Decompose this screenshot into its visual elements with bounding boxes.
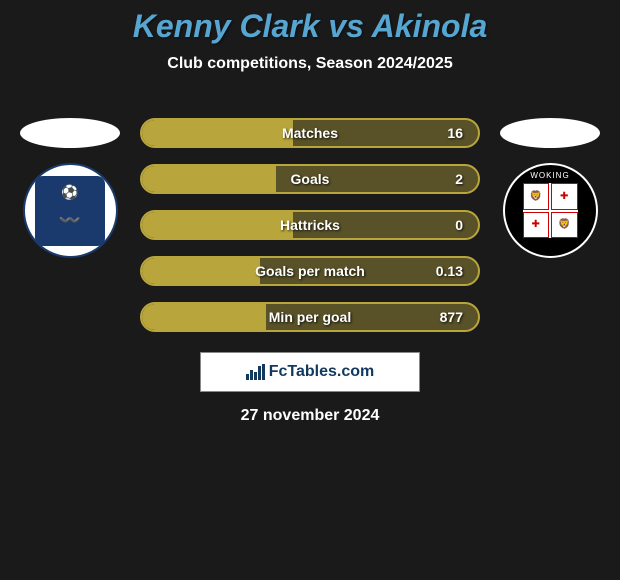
club-badge-right-inner: 🦁 ✚ ✚ 🦁 [523,183,578,238]
stat-bar-fill [142,120,293,146]
stat-bar-goals: Goals 2 [140,164,480,194]
stat-label: Min per goal [269,309,351,325]
stat-value: 0.13 [436,263,463,279]
stat-bar-fill [142,212,293,238]
stats-column: Matches 16 Goals 2 Hattricks 0 Goals per… [140,118,480,332]
player-left-column [10,118,130,258]
footer-logo[interactable]: FcTables.com [200,352,420,392]
footer-logo-text: FcTables.com [269,363,375,381]
subtitle: Club competitions, Season 2024/2025 [0,55,620,73]
stat-label: Goals per match [255,263,365,279]
player-right-column: WOKING 🦁 ✚ ✚ 🦁 [490,118,610,258]
stat-bar-fill [142,304,266,330]
player-left-avatar [20,118,120,148]
main-row: Matches 16 Goals 2 Hattricks 0 Goals per… [0,118,620,332]
chart-icon [246,364,265,380]
badge-quad: 🦁 [551,212,578,239]
footer-date: 27 november 2024 [0,407,620,425]
stat-bar-min-per-goal: Min per goal 877 [140,302,480,332]
stat-label: Goals [291,171,330,187]
stat-label: Matches [282,125,338,141]
stat-bar-fill [142,258,260,284]
badge-quad: 🦁 [523,183,550,210]
stat-bar-matches: Matches 16 [140,118,480,148]
club-badge-right: WOKING 🦁 ✚ ✚ 🦁 [503,163,598,258]
club-badge-left-inner [35,176,105,246]
stat-value: 2 [455,171,463,187]
comparison-container: Kenny Clark vs Akinola Club competitions… [0,0,620,433]
page-title: Kenny Clark vs Akinola [0,8,620,45]
badge-right-text: WOKING [530,171,569,180]
stat-bar-hattricks: Hattricks 0 [140,210,480,240]
stat-bar-fill [142,166,276,192]
stat-value: 877 [440,309,463,325]
stat-value: 16 [447,125,463,141]
stat-bar-goals-per-match: Goals per match 0.13 [140,256,480,286]
club-badge-left [23,163,118,258]
stat-value: 0 [455,217,463,233]
player-right-avatar [500,118,600,148]
stat-label: Hattricks [280,217,340,233]
badge-quad: ✚ [523,212,550,239]
badge-quad: ✚ [551,183,578,210]
